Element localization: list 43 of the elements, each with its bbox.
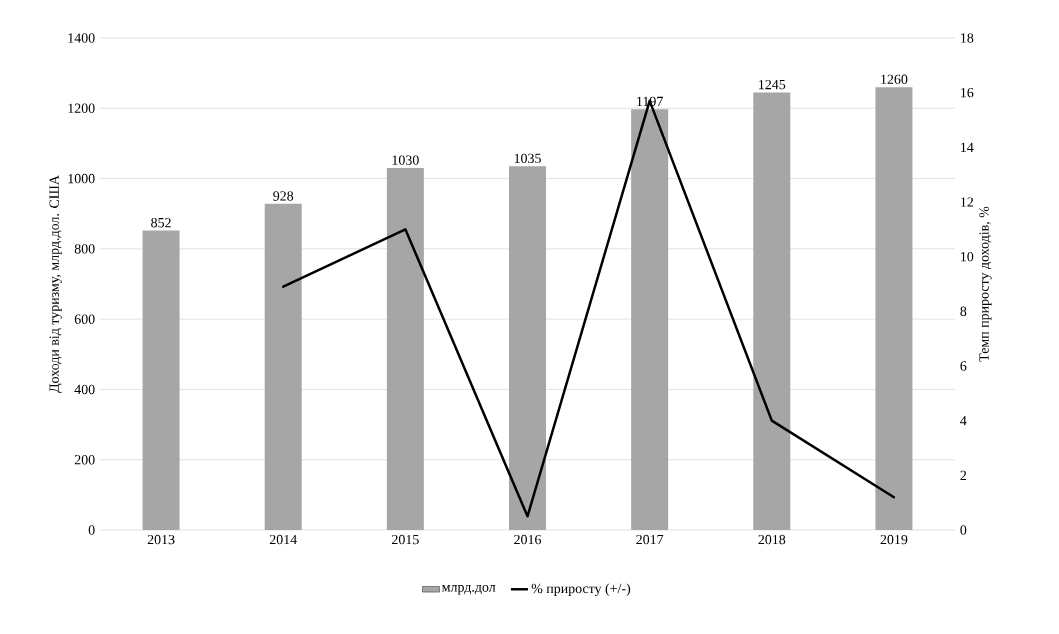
data-label: 1197 [637,96,663,107]
data-label: 1035 [514,153,541,164]
y-tick-label: 200 [74,455,95,465]
y2-tick-label: 10 [961,251,974,262]
y-axis-title: Доходи від туризму, млрд.дол. США [49,175,62,393]
y-tick-label: 1200 [68,103,95,113]
y2-tick-label: 16 [961,87,974,98]
bar [753,92,791,530]
y2-tick-label: 6 [960,361,967,371]
y-tick-label: 400 [74,384,95,395]
x-tick-label: 2016 [514,534,542,545]
bar [142,230,180,530]
bar [631,109,669,530]
legend-label: млрд.дол [442,584,496,595]
bar [875,87,913,530]
y2-tick-label: 8 [960,306,967,317]
y2-tick-label: 0 [960,525,967,535]
y2-tick-label: 2 [960,470,967,480]
x-tick-label: 2018 [758,534,786,545]
bar [509,166,546,530]
bar [386,168,424,530]
data-label: 1030 [392,155,419,165]
y2-tick-label: 14 [961,142,974,152]
bar [264,203,302,530]
data-label: 852 [151,217,171,228]
y-tick-label: 0 [88,525,95,535]
y-tick-label: 800 [74,244,95,254]
data-label: 1245 [759,79,786,90]
data-label: 928 [273,191,294,201]
legend-label: % приросту (+/-) [531,583,631,597]
x-tick-label: 2017 [636,534,664,545]
y2-tick-label: 4 [960,416,967,426]
x-tick-label: 2014 [269,534,297,545]
y2-tick-label: 18 [961,33,974,43]
y2-tick-label: 12 [961,197,974,207]
data-label: 1260 [881,74,908,84]
y-tick-label: 1000 [68,173,95,184]
x-tick-label: 2013 [147,534,175,545]
x-tick-label: 2019 [880,534,908,545]
y-tick-label: 1400 [68,33,95,43]
y2-axis-title: Темп приросту доходів, % [979,206,992,362]
x-tick-label: 2015 [392,534,419,545]
y-tick-label: 600 [74,314,95,324]
